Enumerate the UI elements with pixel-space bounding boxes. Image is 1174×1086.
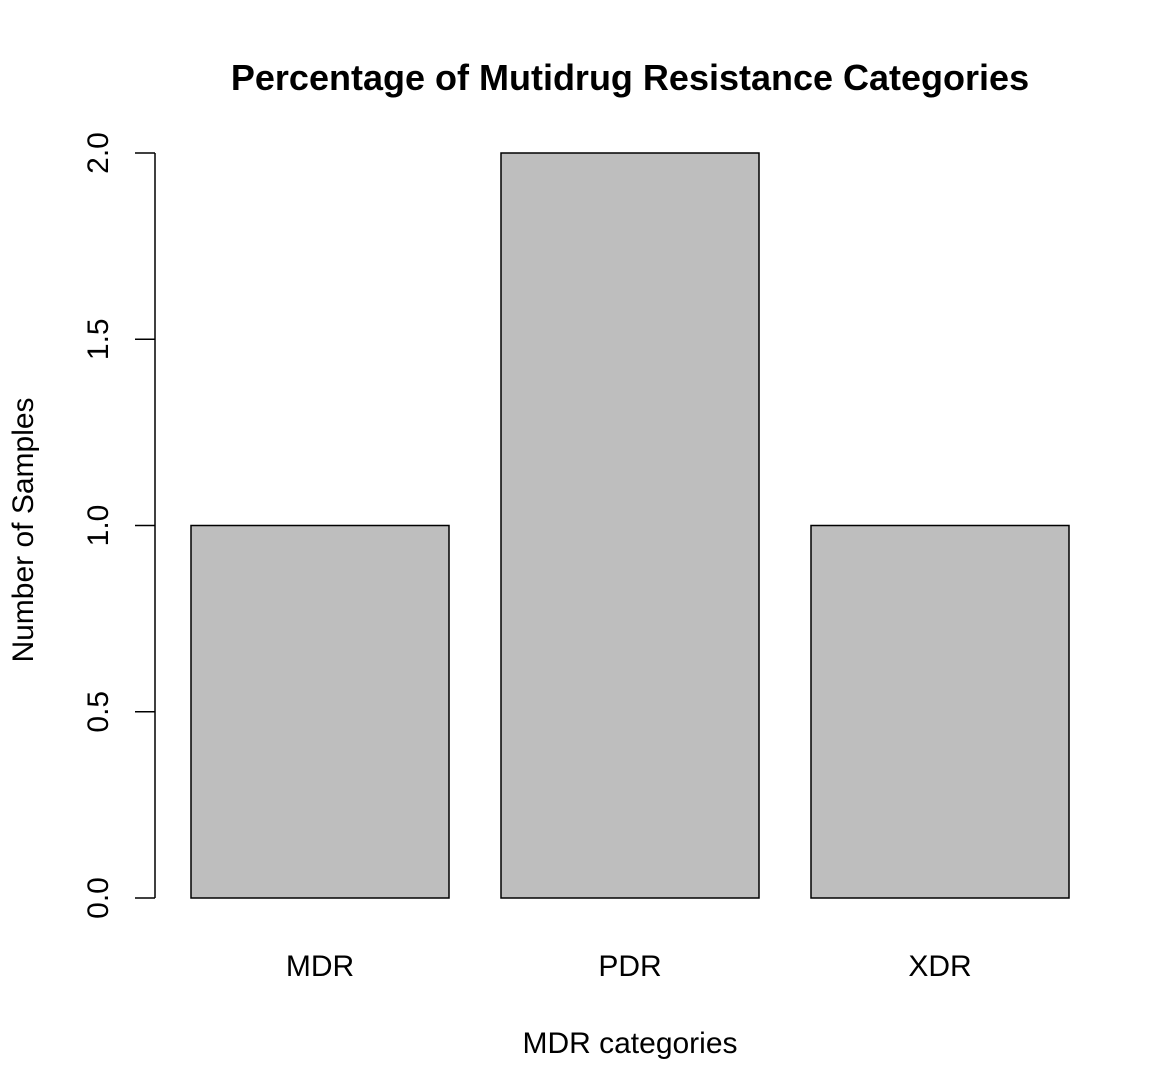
- x-tick-label: XDR: [908, 950, 971, 983]
- bar-mdr: [190, 524, 450, 899]
- y-tick-label: 2.0: [82, 132, 115, 174]
- chart-title: Percentage of Mutidrug Resistance Catego…: [231, 57, 1029, 98]
- bar-pdr: [500, 152, 760, 899]
- x-tick-label: MDR: [286, 950, 354, 983]
- y-tick-label: 1.5: [82, 318, 115, 360]
- bar-xdr: [810, 524, 1070, 899]
- x-tick-labels: MDR PDR XDR: [286, 950, 972, 983]
- y-tick-label: 0.5: [82, 691, 115, 733]
- x-axis-label: MDR categories: [522, 1027, 737, 1060]
- bars-group: [190, 152, 1070, 899]
- y-tick-label: 0.0: [82, 877, 115, 919]
- y-axis: 0.0 0.5 1.0 1.5 2.0: [82, 132, 156, 919]
- y-axis-label: Number of Samples: [7, 397, 40, 662]
- y-tick-label: 1.0: [82, 505, 115, 547]
- x-tick-label: PDR: [598, 950, 661, 983]
